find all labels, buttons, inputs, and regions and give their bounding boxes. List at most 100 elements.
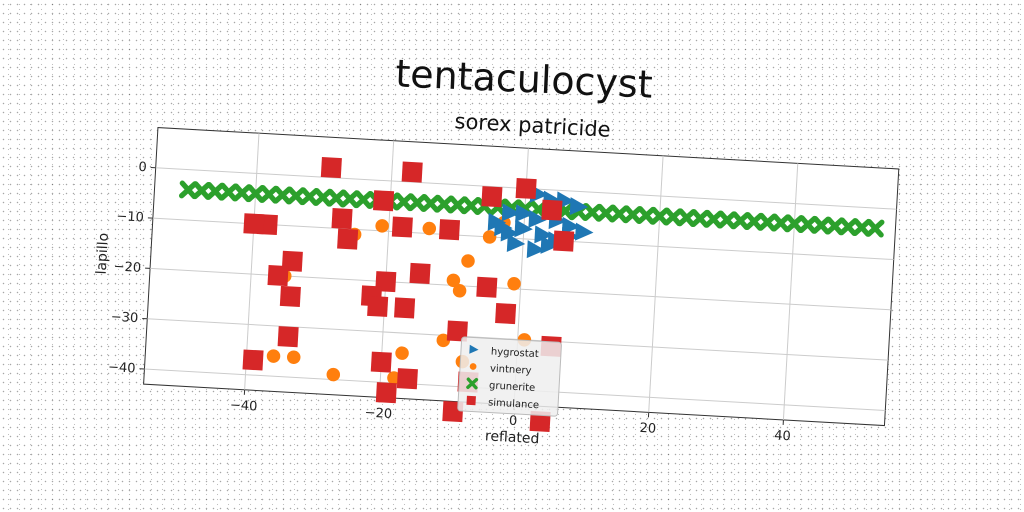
grunerite-point (704, 209, 723, 229)
vintnery-point (452, 284, 467, 298)
axis-ticks: −40 −20 0 20 40 0 −10 −20 −30 −40 (108, 160, 792, 444)
x-gridline (244, 133, 260, 390)
grunerite-point (636, 206, 656, 225)
grunerite-point (192, 181, 211, 200)
y-tick-label: 0 (138, 160, 147, 175)
grunerite-point (246, 184, 265, 203)
legend-label-simulance: simulance (488, 397, 540, 411)
simulance-point (446, 320, 468, 342)
x-gridline (782, 163, 799, 420)
simulance-point (331, 208, 353, 230)
simulance-point (476, 276, 498, 298)
grunerite-point (690, 209, 710, 228)
grunerite-point (273, 185, 292, 205)
hygrostat-point (506, 233, 526, 252)
data-marks (178, 156, 885, 433)
simulance-point (495, 303, 517, 325)
simulance-point (320, 156, 342, 179)
chart-subtitle: sorex patricide (454, 109, 611, 142)
grunerite-point (758, 212, 777, 232)
grunerite-point (865, 218, 885, 238)
simulance-point (541, 199, 563, 221)
vintnery-point (436, 333, 451, 348)
grunerite-point (219, 182, 238, 202)
y-tick-label: −30 (110, 310, 138, 327)
hygrostat-point (528, 209, 547, 228)
simulance-point (370, 351, 392, 373)
simulance-point (242, 349, 264, 371)
grunerite-point (650, 206, 669, 226)
hygrostat-point (494, 218, 513, 237)
simulance-point (529, 410, 551, 433)
grunerite-point (407, 193, 427, 212)
grunerite-point (448, 195, 467, 215)
vintnery-point (482, 230, 497, 244)
simulance-point (515, 177, 537, 200)
vintnery-point (446, 273, 461, 288)
legend-marker-grunerite (466, 377, 479, 390)
simulance-point (438, 219, 461, 241)
simulance-point (337, 228, 359, 250)
simulance-point (394, 297, 416, 319)
x-tick-label: −20 (364, 406, 392, 423)
y-axis-label: lapillo (94, 232, 112, 274)
y-tick-label: −20 (113, 259, 141, 276)
hygrostat-point (534, 225, 553, 244)
grunerite-point (205, 182, 225, 201)
grunerite-point (434, 194, 454, 214)
hygrostat-point (540, 235, 559, 254)
hygrostat-point (569, 197, 589, 216)
simulance-point (279, 285, 301, 308)
simulance-point (481, 186, 503, 208)
simulance-point (243, 213, 265, 235)
x-tick-label: 40 (774, 428, 791, 444)
simulance-point (391, 216, 413, 238)
hygrostat-point (501, 203, 521, 222)
grunerite-point (663, 207, 683, 227)
legend-label-hygrostat: hygrostat (491, 346, 539, 360)
y-tick-label: −10 (116, 209, 144, 226)
grunerite-point (744, 212, 764, 231)
simulance-point (553, 230, 575, 252)
grunerite-point (178, 180, 198, 200)
simulance-point (277, 326, 299, 348)
vintnery-point (395, 346, 409, 360)
vintnery-point (326, 367, 341, 382)
simulance-point (396, 368, 418, 390)
grunerite-point (259, 185, 279, 204)
x-axis-label: reflated (485, 428, 540, 447)
vintnery-point (507, 276, 521, 291)
grunerite-point (677, 208, 696, 227)
legend-marker-hygrostat (469, 344, 479, 354)
hygrostat-point (514, 219, 533, 238)
simulance-point (409, 262, 431, 284)
legend: hygrostat vintnery grunerite simulance (457, 336, 562, 417)
grunerite-point (394, 192, 414, 212)
grunerite-point (313, 188, 333, 207)
grunerite-point (839, 217, 858, 236)
vintnery-point (266, 349, 281, 363)
simulance-point (375, 382, 397, 404)
grunerite-point (852, 218, 872, 237)
vintnery-point (422, 221, 437, 236)
grunerite-point (731, 211, 750, 230)
legend-label-grunerite: grunerite (489, 380, 536, 394)
legend-label-vintnery: vintnery (490, 363, 532, 376)
grunerite-point (717, 210, 737, 230)
grunerite-point (610, 204, 629, 224)
grunerite-point (300, 187, 319, 206)
hygrostat-point (574, 222, 594, 241)
chart-title: tentaculocyst (394, 51, 653, 106)
grunerite-point (798, 215, 818, 234)
grunerite-point (623, 205, 643, 224)
grunerite-point (340, 189, 360, 209)
legend-box (457, 336, 562, 417)
grunerite-point (354, 190, 373, 209)
grunerite-point (596, 203, 616, 223)
grunerite-point (461, 196, 481, 215)
x-tick-label: −40 (230, 398, 258, 415)
grunerite-point (583, 203, 602, 222)
simulance-point (267, 265, 289, 287)
simulance-point (401, 161, 423, 183)
